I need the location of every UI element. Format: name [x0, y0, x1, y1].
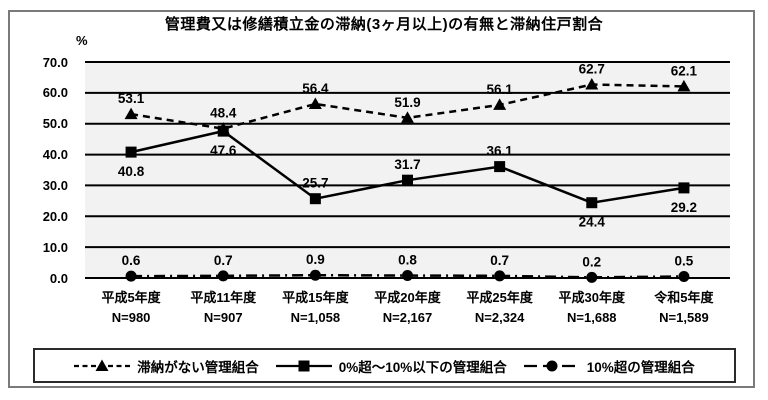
square-marker: [494, 161, 506, 173]
legend-marker-triangle: [74, 359, 131, 371]
data-label: 0.2: [582, 254, 601, 269]
data-label: 24.4: [579, 215, 606, 230]
x-axis-sample-size-label: N=1,058: [290, 310, 341, 325]
data-label: 0.5: [675, 253, 694, 268]
x-axis-sample-size-label: N=980: [111, 310, 151, 325]
legend-marker-square: [275, 360, 332, 371]
square-marker: [402, 174, 413, 186]
circle-marker: [586, 271, 598, 283]
triangle-marker: [677, 79, 691, 92]
data-label: 36.1: [487, 144, 514, 159]
legend: 滞納がない管理組合 0%超～10%以下の管理組合 10%超の管理組合: [33, 348, 736, 383]
data-label: 0.7: [490, 253, 509, 268]
y-tick-label: 20.0: [42, 208, 68, 224]
x-axis-column: 平成5年度 N=980: [85, 288, 177, 328]
y-axis-unit-label: %: [76, 33, 88, 48]
x-axis-sample-size-label: N=907: [203, 310, 243, 325]
x-axis-category-label: 平成20年度: [374, 290, 441, 305]
plot-background: [85, 62, 730, 278]
x-axis-category-label: 平成11年度: [190, 290, 257, 305]
data-label: 29.2: [671, 200, 697, 215]
y-tick-label: 40.0: [42, 147, 68, 163]
x-axis-category-label: 平成15年度: [282, 290, 349, 305]
circle-marker: [402, 270, 413, 282]
plot-area: 53.1 48.4 56.4 51.9 56.1 62.7 62.1 40.8 47.6 25.7…: [85, 61, 730, 283]
data-label: 51.9: [394, 95, 420, 110]
x-axis-column: 令和5年度 N=1,589: [638, 288, 730, 328]
y-tick-label: 50.0: [42, 116, 68, 132]
legend-label: 滞納がない管理組合: [137, 359, 259, 375]
data-label: 62.7: [579, 62, 605, 77]
y-tick-label: 60.0: [42, 85, 68, 101]
x-axis-category-label: 平成30年度: [558, 290, 625, 305]
x-axis: 平成5年度 N=980 平成11年度 N=907 平成15年度 N=1,058 平成20年度…: [85, 288, 730, 328]
data-label: 56.4: [302, 81, 329, 96]
y-tick-label: 10.0: [42, 239, 68, 255]
triangle-marker: [308, 97, 322, 109]
legend-item-3: 10%超の管理組合: [523, 356, 695, 376]
x-axis-category-label: 平成25年度: [466, 290, 533, 305]
triangle-marker: [585, 78, 599, 90]
x-axis-sample-size-label: N=1,589: [659, 310, 709, 325]
x-axis-sample-size-label: N=1,688: [567, 310, 617, 325]
circle-marker: [309, 269, 321, 281]
triangle-marker: [124, 107, 138, 120]
legend-item-2: 0%超～10%以下の管理組合: [275, 356, 507, 376]
data-label: 31.7: [394, 157, 420, 172]
y-tick-label: 30.0: [42, 177, 68, 193]
square-marker: [125, 146, 137, 158]
legend-label: 10%超の管理組合: [586, 359, 695, 375]
plot-svg: 53.1 48.4 56.4 51.9 56.1 62.7 62.1 40.8 47.6 25.7…: [85, 61, 730, 283]
y-tick-label: 0.0: [49, 270, 68, 286]
y-tick-label: 70.0: [42, 54, 68, 70]
x-axis-sample-size-label: N=2,167: [382, 310, 433, 325]
square-marker: [678, 182, 690, 194]
legend-item-1: 滞納がない管理組合: [74, 356, 259, 376]
chart-title: 管理費又は修繕積立金の滞納(3ヶ月以上)の有無と滞納住戸割合: [164, 16, 604, 33]
data-label: 47.6: [210, 143, 237, 158]
circle-marker: [494, 270, 506, 282]
data-label: 0.9: [306, 252, 325, 267]
data-label: 25.7: [302, 176, 328, 191]
data-label: 0.7: [214, 253, 233, 268]
x-axis-column: 平成15年度 N=1,058: [269, 288, 361, 328]
square-marker: [586, 197, 598, 209]
x-axis-category-label: 平成5年度: [101, 290, 161, 305]
square-marker: [309, 193, 321, 205]
legend-label: 0%超～10%以下の管理組合: [338, 359, 507, 375]
triangle-marker: [493, 98, 507, 110]
data-label: 48.4: [210, 106, 237, 121]
triangle-marker: [401, 111, 414, 123]
data-label: 53.1: [118, 91, 145, 106]
data-label: 0.8: [398, 253, 417, 268]
data-label: 0.6: [122, 253, 141, 268]
legend-marker-circle: [523, 360, 580, 371]
x-axis-column: 平成30年度 N=1,688: [546, 288, 638, 328]
circle-marker: [217, 270, 229, 282]
x-axis-sample-size-label: N=2,324: [474, 310, 525, 325]
circle-marker: [125, 270, 137, 282]
x-axis-column: 平成11年度 N=907: [177, 288, 269, 328]
x-axis-column: 平成20年度 N=2,167: [361, 288, 453, 328]
circle-marker: [678, 270, 690, 282]
data-label: 40.8: [118, 164, 145, 179]
data-label: 62.1: [671, 63, 698, 78]
x-axis-category-label: 令和5年度: [654, 290, 714, 305]
x-axis-column: 平成25年度 N=2,324: [454, 288, 546, 328]
square-marker: [217, 125, 229, 137]
data-label: 56.1: [487, 82, 514, 97]
